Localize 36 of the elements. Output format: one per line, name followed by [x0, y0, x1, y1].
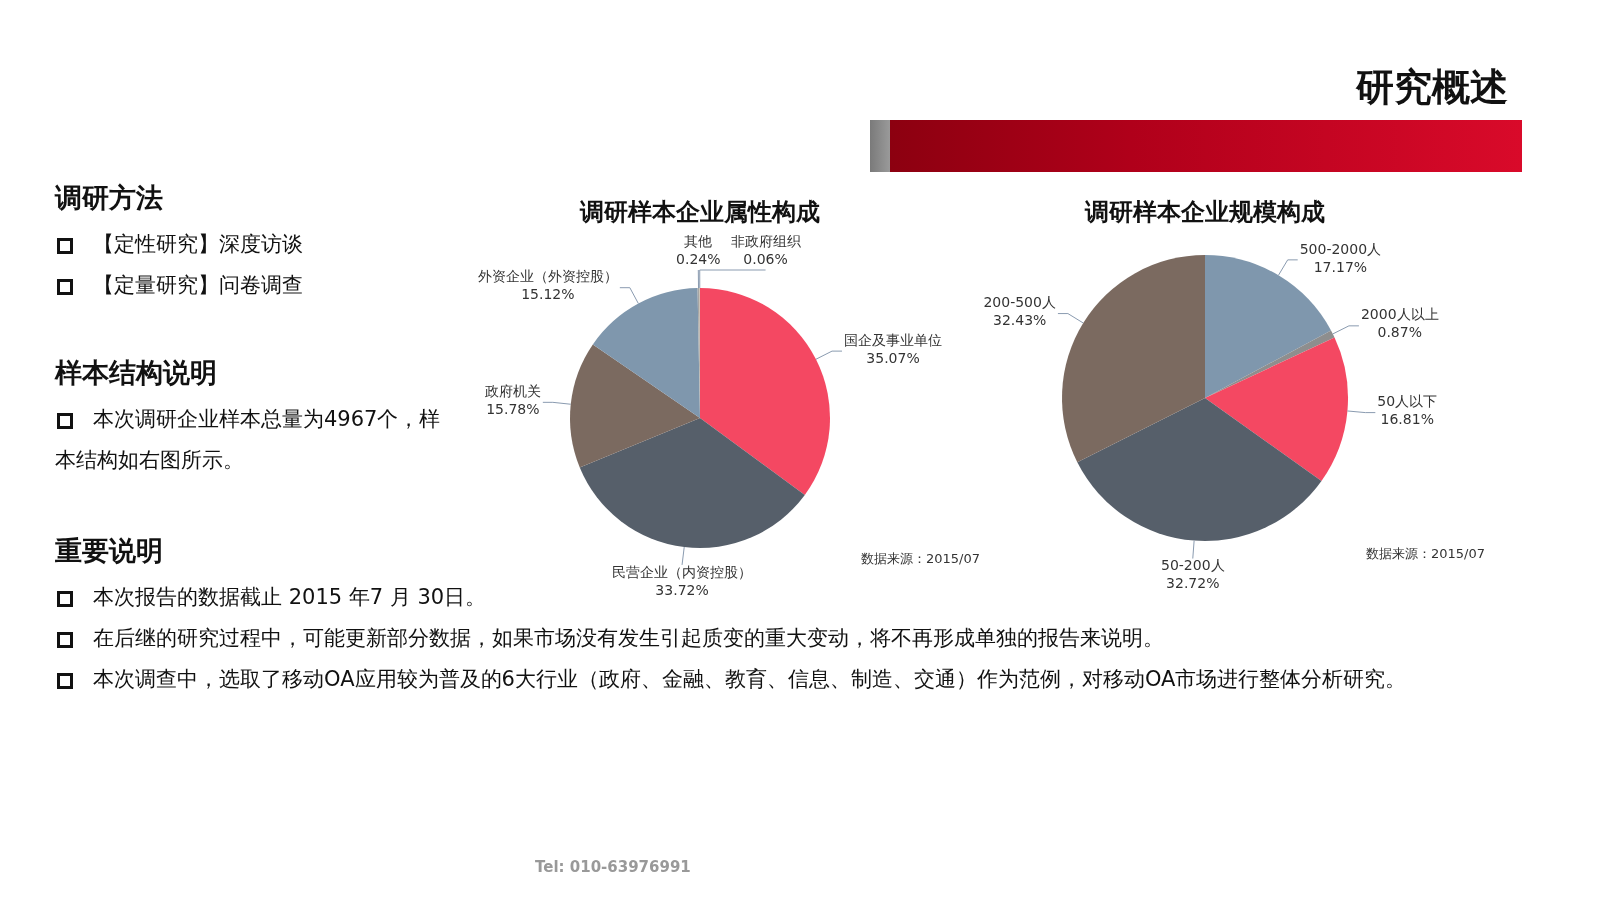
slice-label: 其他	[684, 232, 713, 249]
data-label: 0.24%	[676, 250, 721, 267]
chart-title: 调研样本企业属性构成	[578, 197, 821, 228]
data-label: 0.06%	[743, 250, 788, 267]
slice-label: 200-500人	[983, 294, 1056, 311]
data-label: 32.43%	[992, 312, 1047, 329]
data-label: 17.17%	[1313, 258, 1368, 275]
text: 样本结构说明	[55, 356, 218, 390]
slice-label: 国企及事业单位	[844, 331, 943, 348]
text: 研究概述	[1356, 64, 1508, 111]
text: 本次调查中，选取了移动OA应用较为普及的6大行业（政府、金融、教育、信息、制造、交通）作为范例，对移动OA市场进行整体分析研究。	[93, 667, 1407, 691]
data-label: 33.72%	[655, 581, 709, 598]
slice-label: 500-2000人	[1299, 240, 1382, 257]
data-label: 16.81%	[1380, 411, 1434, 428]
data-label: 15.12%	[521, 286, 575, 303]
text: 在后继的研究过程中，可能更新部分数据，如果市场没有发生引起质变的重大变动，将不再形成单独的报告来说明。	[93, 626, 1164, 650]
source-note: 数据来源：2015/07	[1365, 545, 1485, 563]
slice-label: 2000人以上	[1360, 306, 1439, 323]
data-label: 32.72%	[1166, 575, 1220, 592]
text: 【定量研究】问卷调查	[93, 273, 303, 297]
text: 调研方法	[55, 181, 164, 215]
slice-label: 政府机关	[484, 382, 541, 399]
text: Tel: 010-63976991	[535, 858, 692, 876]
slice-label: 50-200人	[1160, 557, 1225, 574]
data-label: 35.07%	[866, 349, 920, 366]
text: 本次报告的数据截止 2015 年7 月 30日。	[93, 585, 487, 609]
slice-label: 50人以下	[1377, 393, 1438, 410]
source-note: 数据来源：2015/07	[860, 550, 980, 568]
text: 【定性研究】深度访谈	[93, 232, 303, 256]
data-label: 15.78%	[486, 400, 540, 417]
slice-label: 民营企业（内资控股）	[612, 563, 753, 580]
text: 本次调研企业样本总量为4967个，样本结构如右图所示。	[55, 407, 441, 472]
chart-title: 调研样本企业规模构成	[1083, 197, 1326, 228]
slice-label: 外资企业（外资控股）	[477, 268, 618, 285]
data-label: 0.87%	[1377, 324, 1422, 341]
text: 重要说明	[55, 535, 163, 566]
